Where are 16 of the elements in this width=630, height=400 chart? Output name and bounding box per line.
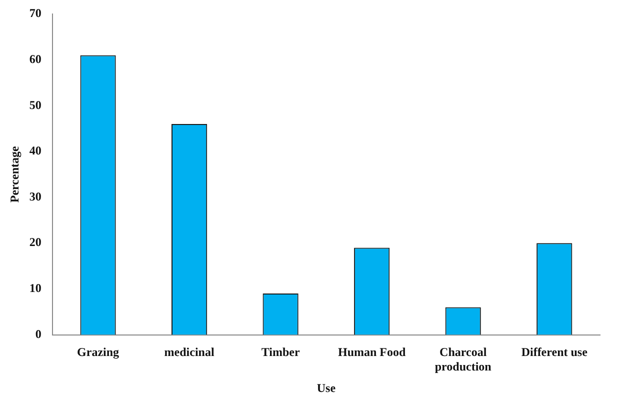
x-tick-label: Charcoal production xyxy=(434,345,492,374)
y-axis-title: Percentage xyxy=(7,146,22,203)
x-tick-label: Grazing xyxy=(77,345,120,360)
y-tick-label: 0 xyxy=(35,326,42,341)
y-tick-label: 20 xyxy=(29,235,42,250)
y-tick-label: 60 xyxy=(29,52,42,66)
x-tick-label: Human Food xyxy=(338,345,406,360)
y-tick-label: 40 xyxy=(29,144,42,158)
x-tick-label: Different use xyxy=(521,345,588,360)
y-tick-label: 50 xyxy=(29,98,42,112)
x-tick-label: Timber xyxy=(261,345,300,360)
x-tick-label: medicinal xyxy=(164,345,215,360)
y-tick-label: 70 xyxy=(29,6,42,20)
y-tick-label: 30 xyxy=(29,189,42,204)
y-tick-label: 10 xyxy=(29,281,42,296)
x-axis-title: Use xyxy=(316,380,336,395)
